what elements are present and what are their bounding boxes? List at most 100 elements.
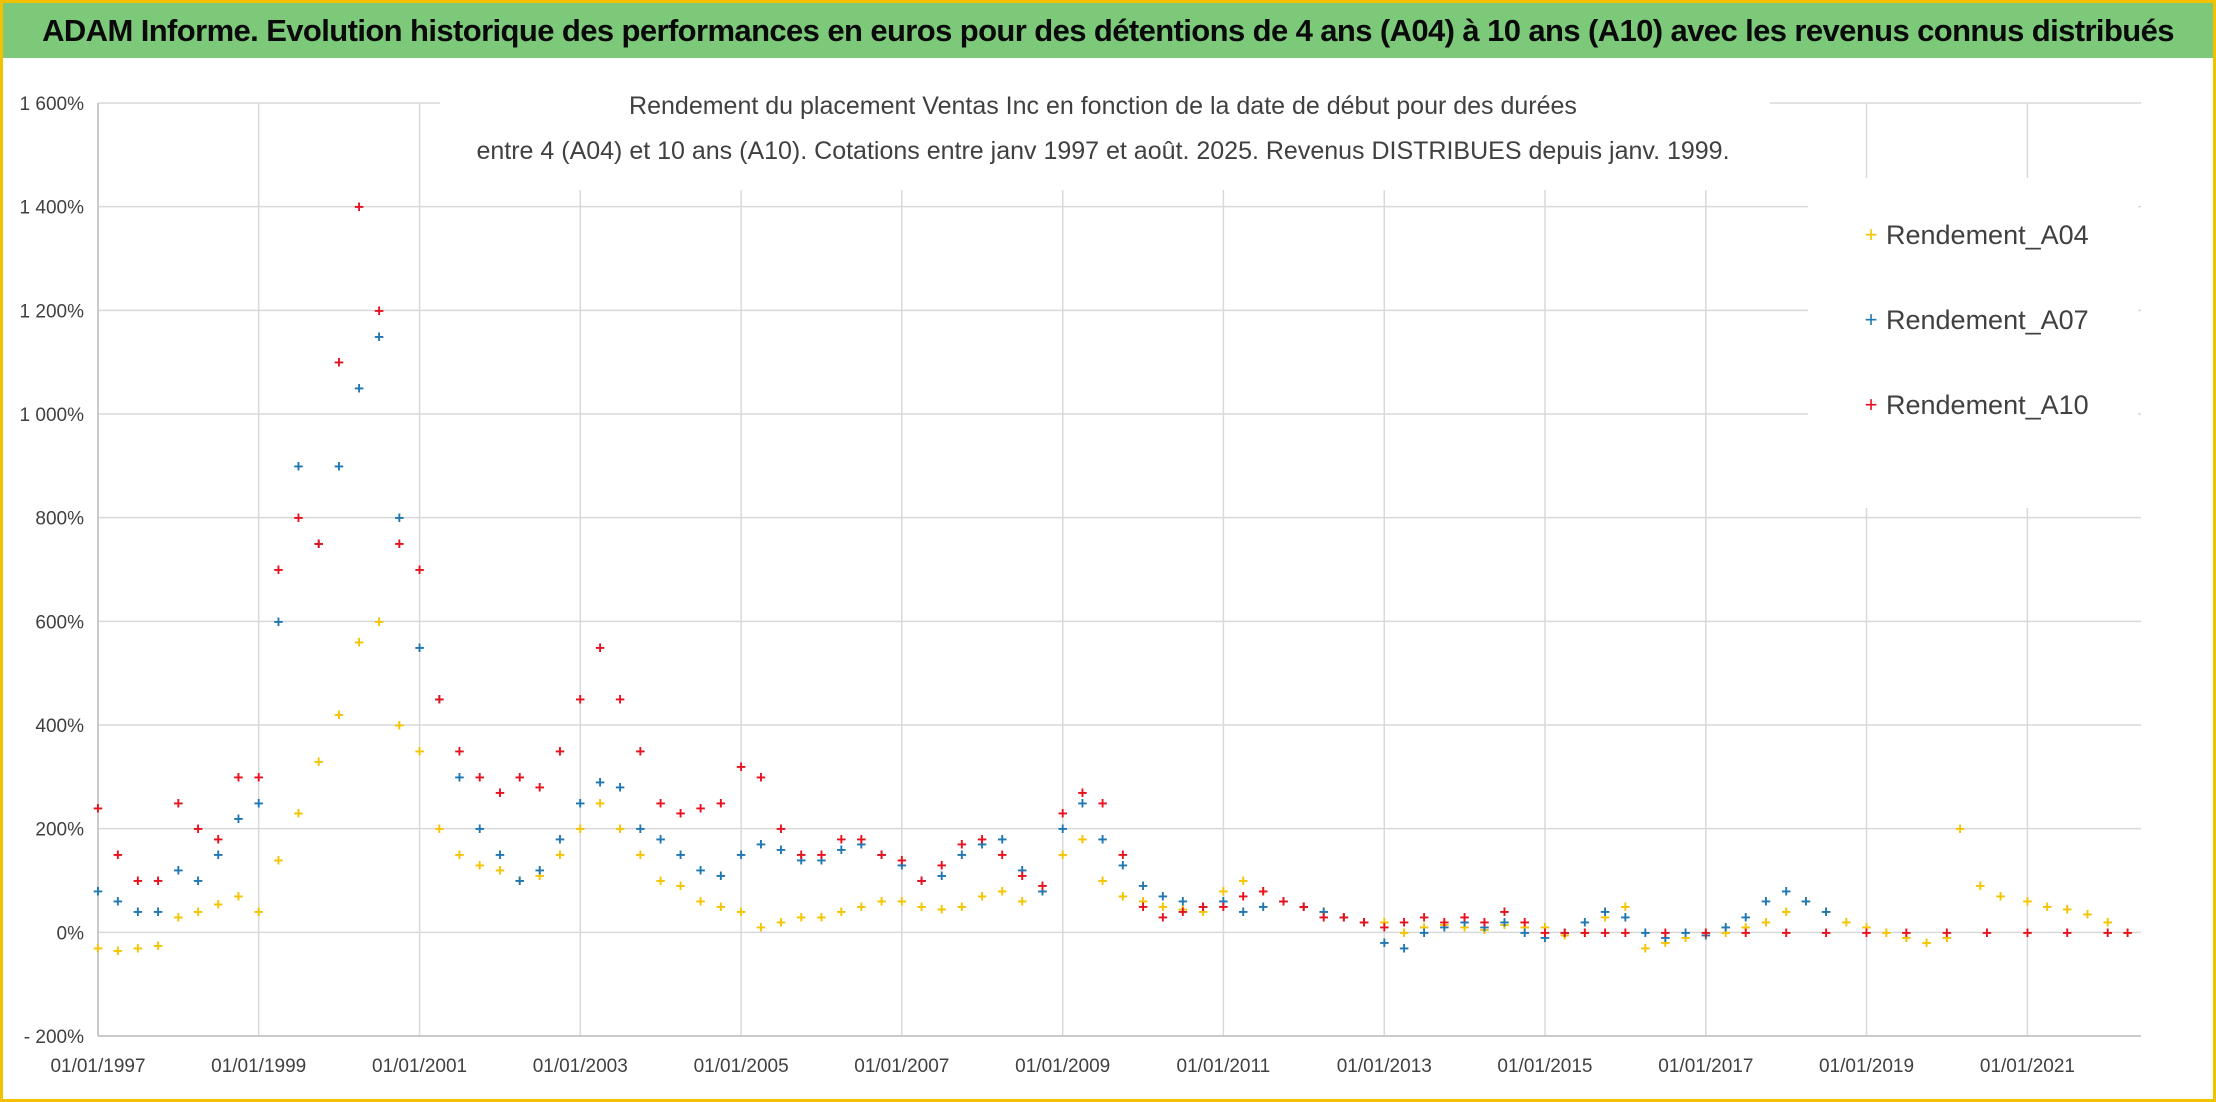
data-point: + (153, 903, 163, 922)
data-point: + (113, 846, 123, 865)
data-point: + (1198, 897, 1208, 916)
data-point: + (1037, 877, 1047, 896)
data-point: + (856, 897, 866, 916)
data-point: + (254, 768, 264, 787)
data-point: + (997, 882, 1007, 901)
data-points: + + + + + + + + + + + + + + + + + + + + + + + + + + + + + + + + + + + + + + + +… (93, 198, 2133, 961)
data-point: + (314, 535, 324, 554)
data-point: + (595, 773, 605, 792)
legend-marker-a10: + (1865, 392, 1878, 417)
legend-backdrop (1808, 178, 2138, 508)
x-tick-label: 01/01/1997 (50, 1056, 145, 1077)
data-point: + (1996, 887, 2006, 906)
data-point: + (415, 638, 425, 657)
data-point: + (1299, 897, 1309, 916)
data-point: + (856, 830, 866, 849)
data-point: + (374, 301, 384, 320)
data-point: + (254, 794, 264, 813)
data-point: + (294, 457, 304, 476)
data-point: + (334, 706, 344, 725)
data-point: + (897, 856, 907, 875)
data-point: + (1560, 926, 1570, 945)
x-axis-tick-labels: 01/01/1997 01/01/1999 01/01/2001 01/01/2003… (50, 1056, 2075, 1077)
data-point: + (1580, 923, 1590, 942)
data-point: + (495, 846, 505, 865)
data-point: + (173, 794, 183, 813)
data-point: + (1942, 929, 1952, 948)
data-point: + (656, 794, 666, 813)
data-point: + (535, 778, 545, 797)
data-point: + (1399, 923, 1409, 942)
data-point: + (776, 913, 786, 932)
data-point: + (394, 716, 404, 735)
data-point: + (575, 820, 585, 839)
data-point: + (1479, 921, 1489, 940)
data-point: + (1218, 892, 1228, 911)
data-point: + (917, 872, 927, 891)
data-point: + (696, 892, 706, 911)
data-point: + (1881, 923, 1891, 942)
data-point: + (1399, 939, 1409, 958)
data-point: + (274, 851, 284, 870)
data-point: + (1922, 934, 1932, 953)
data-point: + (213, 830, 223, 849)
data-point: + (374, 327, 384, 346)
data-point: + (1600, 903, 1610, 922)
data-point: + (1862, 918, 1872, 937)
data-point: + (1640, 939, 1650, 958)
data-point: + (334, 457, 344, 476)
data-point: + (1339, 908, 1349, 927)
data-point: + (1479, 913, 1489, 932)
data-point: + (796, 908, 806, 927)
data-point: + (1178, 903, 1188, 922)
data-point: + (1520, 923, 1530, 942)
series-rendement-a07: + + + + + + + + + + + + + + + + + + + + + + + + + + + + + + + + + + + + + + + +… (93, 327, 1831, 958)
data-point: + (173, 861, 183, 880)
data-point: + (796, 851, 806, 870)
data-point: + (957, 835, 967, 854)
data-point: + (1399, 913, 1409, 932)
data-point: + (1379, 934, 1389, 953)
data-point: + (1781, 923, 1791, 942)
data-point: + (1138, 877, 1148, 896)
data-point: + (836, 830, 846, 849)
data-point: + (1520, 918, 1530, 937)
data-point: + (1319, 908, 1329, 927)
data-point: + (1058, 846, 1068, 865)
data-point: + (937, 900, 947, 919)
data-point: + (93, 882, 103, 901)
data-point: + (1560, 923, 1570, 942)
data-point: + (555, 742, 565, 761)
data-point: + (1118, 856, 1128, 875)
data-point: + (716, 794, 726, 813)
data-point: + (756, 918, 766, 937)
data-point: + (1198, 903, 1208, 922)
y-tick-label: 600% (35, 612, 84, 633)
data-point: + (1721, 918, 1731, 937)
data-point: + (1520, 913, 1530, 932)
x-tick-label: 01/01/2017 (1658, 1056, 1753, 1077)
x-tick-label: 01/01/2001 (372, 1056, 467, 1077)
data-point: + (495, 861, 505, 880)
data-point: + (1078, 783, 1088, 802)
data-point: + (1299, 897, 1309, 916)
data-point: + (133, 872, 143, 891)
legend-marker-a07: + (1865, 307, 1878, 332)
data-point: + (977, 830, 987, 849)
data-point: + (153, 872, 163, 891)
legend-label-a04: Rendement_A04 (1886, 220, 2089, 250)
x-tick-label: 01/01/1999 (211, 1056, 306, 1077)
data-point: + (1681, 923, 1691, 942)
data-point: + (193, 903, 203, 922)
data-point: + (1439, 916, 1449, 935)
data-point: + (1540, 923, 1550, 942)
data-point: + (635, 742, 645, 761)
data-point: + (917, 872, 927, 891)
data-point: + (334, 353, 344, 372)
data-point: + (1955, 820, 1965, 839)
data-point: + (1238, 872, 1248, 891)
data-point: + (1158, 908, 1168, 927)
data-point: + (1058, 804, 1068, 823)
data-point: + (1620, 923, 1630, 942)
data-point: + (1821, 923, 1831, 942)
